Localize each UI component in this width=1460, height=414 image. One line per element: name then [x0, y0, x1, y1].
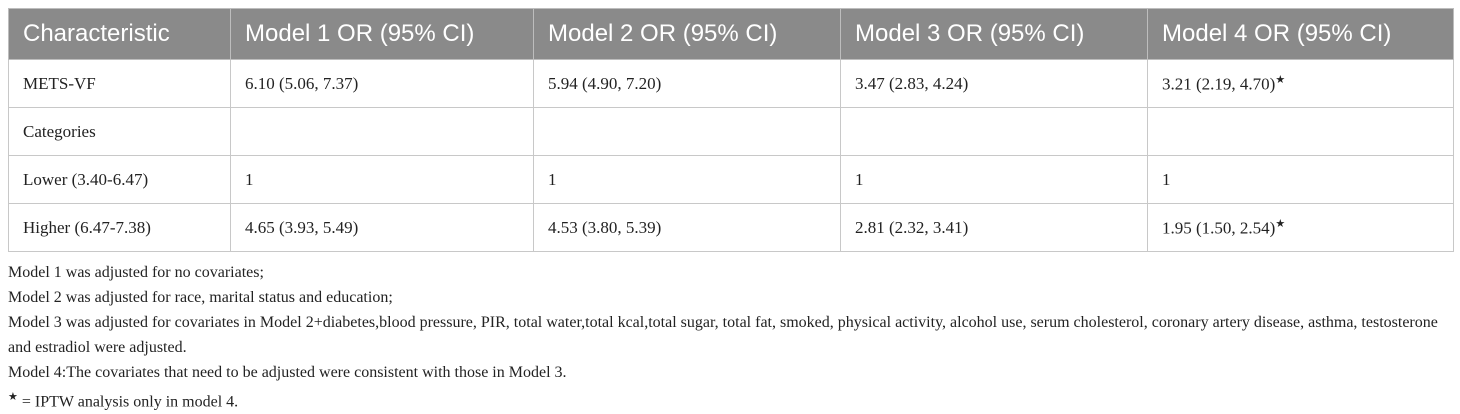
header-cell: Model 1 OR (95% CI) — [230, 8, 534, 60]
cell: 4.53 (3.80, 5.39) — [533, 203, 841, 252]
cell: 1.95 (1.50, 2.54)★ — [1147, 203, 1454, 252]
cell: 1 — [533, 155, 841, 204]
cell: 4.65 (3.93, 5.49) — [230, 203, 534, 252]
cell: 1 — [230, 155, 534, 204]
superscript: ★ — [1275, 73, 1286, 86]
table-figure: Characteristic Model 1 OR (95% CI) Model 2… — [8, 8, 1454, 414]
superscript: ★ — [8, 391, 18, 403]
footnotes: Model 1 was adjusted for no covariates; M… — [8, 260, 1453, 414]
text: = IPTW analysis only in model 4. — [17, 393, 239, 411]
cell — [230, 107, 534, 156]
header-cell: Model 2 OR (95% CI) — [533, 8, 841, 60]
table: Characteristic Model 1 OR (95% CI) Model 2… — [8, 8, 1454, 252]
cell — [840, 107, 1148, 156]
row: Higher (6.47-7.38) 4.65 (3.93, 5.49) 4.53 … — [8, 203, 1454, 252]
footnote: Model 3 was adjusted for covariates in M… — [8, 314, 1438, 356]
cell: 3.21 (2.19, 4.70)★ — [1147, 59, 1454, 108]
cell: 3.47 (2.83, 4.24) — [840, 59, 1148, 108]
cell: METS-VF — [8, 59, 231, 108]
cell: Higher (6.47-7.38) — [8, 203, 231, 252]
header-cell: Model 4 OR (95% CI) — [1147, 8, 1454, 60]
cell: 6.10 (5.06, 7.37) — [230, 59, 534, 108]
cell: Lower (3.40-6.47) — [8, 155, 231, 204]
row: METS-VF 6.10 (5.06, 7.37) 5.94 (4.90, 7.20… — [8, 59, 1454, 108]
header-row: Characteristic Model 1 OR (95% CI) Model 2… — [8, 8, 1454, 60]
table-body: METS-VF 6.10 (5.06, 7.37) 5.94 (4.90, 7.20… — [8, 59, 1454, 252]
header-cell: Model 3 OR (95% CI) — [840, 8, 1148, 60]
footnote: ★ = IPTW analysis only in model 4. — [8, 385, 1453, 414]
cell: 5.94 (4.90, 7.20) — [533, 59, 841, 108]
cell — [533, 107, 841, 156]
cell — [1147, 107, 1454, 156]
cell: 2.81 (2.32, 3.41) — [840, 203, 1148, 252]
footnote: Model 1 was adjusted for no covariates; — [8, 264, 264, 281]
text: 1.95 (1.50, 2.54) — [1162, 218, 1276, 238]
cell: 1 — [840, 155, 1148, 204]
row: Lower (3.40-6.47) 1 1 1 1 — [8, 155, 1454, 204]
row: Categories — [8, 107, 1454, 156]
text: 3.21 (2.19, 4.70) — [1162, 74, 1276, 94]
footnote: Model 2 was adjusted for race, marital s… — [8, 289, 393, 306]
footnote: Model 4:The covariates that need to be a… — [8, 364, 567, 381]
superscript: ★ — [1275, 217, 1286, 230]
cell: Categories — [8, 107, 231, 156]
header-cell: Characteristic — [8, 8, 231, 60]
cell: 1 — [1147, 155, 1454, 204]
